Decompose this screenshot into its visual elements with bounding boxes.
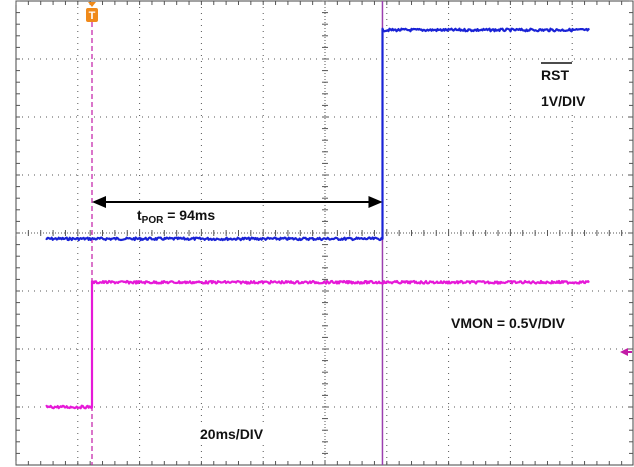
graticule [15,0,634,466]
tpor-arrowhead-left [92,196,106,208]
rst-title: RST [541,67,569,83]
timebase-label: 20ms/DIV [200,426,264,442]
trace-vmon [45,279,590,410]
rst-label-bg [538,64,590,114]
traces [45,27,590,410]
tpor-label-value: = 94ms [163,207,215,223]
trigger-icon-pointer [88,2,96,7]
tpor-arrowhead-right [368,196,383,208]
rst-scale: 1V/DIV [541,93,586,109]
trigger-icon-box [86,8,98,22]
tpor-label-bg [133,204,233,226]
vmon-label-bg [448,312,606,334]
annotations: tPOR = 94ms RST 1V/DIV VMON = 0.5V/DIV 2… [92,62,606,445]
tpor-label-main: t [137,207,142,223]
timebase-label-bg [197,423,285,445]
trigger-icon-label: T [89,10,96,22]
trace-rst [45,27,590,242]
tpor-label: tPOR = 94ms [137,207,215,226]
tpor-label-subscript: POR [142,215,164,226]
vmon-label: VMON = 0.5V/DIV [451,315,566,331]
